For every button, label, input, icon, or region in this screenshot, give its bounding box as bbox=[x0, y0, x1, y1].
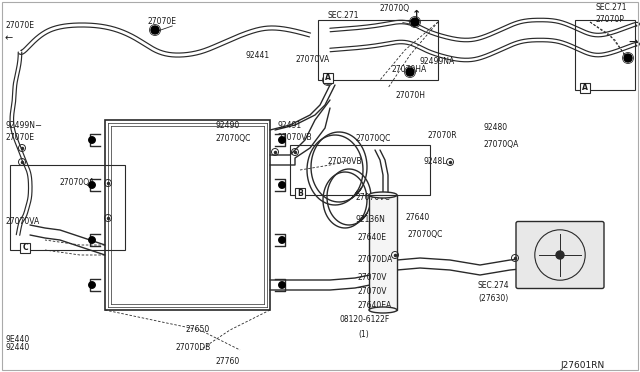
Text: ↑: ↑ bbox=[412, 10, 421, 20]
Bar bbox=[323, 73, 333, 83]
Text: J27601RN: J27601RN bbox=[560, 360, 604, 369]
Bar bbox=[575, 20, 635, 90]
Text: 92441: 92441 bbox=[245, 51, 269, 60]
Circle shape bbox=[88, 137, 95, 144]
Text: 27070HA: 27070HA bbox=[392, 65, 428, 74]
Text: ─: ─ bbox=[35, 121, 40, 129]
Text: 27070P: 27070P bbox=[595, 16, 624, 25]
Text: 27070DA: 27070DA bbox=[358, 256, 393, 264]
Text: (1): (1) bbox=[358, 330, 369, 339]
Text: 9E440: 9E440 bbox=[5, 336, 29, 344]
Circle shape bbox=[278, 282, 285, 289]
Circle shape bbox=[411, 18, 419, 26]
Text: 27070VC: 27070VC bbox=[355, 193, 390, 202]
Text: 9248L: 9248L bbox=[423, 157, 447, 167]
Text: 27070QC: 27070QC bbox=[408, 231, 444, 240]
Text: 27070VB: 27070VB bbox=[328, 157, 363, 167]
Text: 27070E: 27070E bbox=[5, 20, 34, 29]
Circle shape bbox=[88, 282, 95, 289]
Ellipse shape bbox=[369, 307, 397, 313]
Text: C: C bbox=[22, 244, 28, 253]
Bar bbox=[290, 145, 430, 195]
Text: 92490: 92490 bbox=[215, 121, 239, 129]
Circle shape bbox=[278, 237, 285, 244]
Circle shape bbox=[556, 251, 564, 259]
Text: SEC.274: SEC.274 bbox=[478, 280, 509, 289]
Circle shape bbox=[88, 182, 95, 189]
Text: 27070QC: 27070QC bbox=[215, 134, 250, 142]
Text: 08120-6122F: 08120-6122F bbox=[340, 315, 390, 324]
Text: 92499NA: 92499NA bbox=[420, 58, 455, 67]
Circle shape bbox=[151, 26, 159, 34]
Text: 27070QC: 27070QC bbox=[355, 134, 390, 142]
Text: A: A bbox=[325, 74, 331, 83]
Bar bbox=[10, 165, 125, 250]
Text: SEC.271: SEC.271 bbox=[328, 10, 360, 19]
Text: SEC.271: SEC.271 bbox=[595, 3, 627, 13]
Bar bbox=[20, 243, 30, 253]
Bar bbox=[369, 195, 397, 310]
Text: 27070QA: 27070QA bbox=[60, 179, 95, 187]
Circle shape bbox=[406, 68, 414, 76]
Text: 27070VB: 27070VB bbox=[278, 134, 312, 142]
Text: A: A bbox=[582, 83, 588, 93]
Bar bbox=[580, 83, 590, 93]
Text: 27070H: 27070H bbox=[395, 90, 425, 99]
Text: 27070V: 27070V bbox=[358, 288, 387, 296]
Circle shape bbox=[324, 76, 332, 84]
Text: B: B bbox=[297, 189, 303, 198]
Circle shape bbox=[88, 237, 95, 244]
Text: 27760: 27760 bbox=[215, 357, 239, 366]
Text: 27640EA: 27640EA bbox=[358, 301, 392, 311]
Text: →: → bbox=[628, 37, 637, 47]
Bar bbox=[105, 120, 270, 310]
Text: 92491: 92491 bbox=[278, 121, 302, 129]
Text: 27640E: 27640E bbox=[358, 234, 387, 243]
Text: (27630): (27630) bbox=[478, 294, 508, 302]
Bar bbox=[295, 188, 305, 198]
FancyBboxPatch shape bbox=[516, 221, 604, 289]
Bar bbox=[318, 20, 438, 80]
Text: 27070R: 27070R bbox=[428, 131, 458, 140]
Ellipse shape bbox=[369, 192, 397, 198]
Text: 27070E: 27070E bbox=[5, 134, 34, 142]
Text: 27640: 27640 bbox=[405, 214, 429, 222]
Text: 27070E: 27070E bbox=[148, 17, 177, 26]
Text: 27650: 27650 bbox=[185, 326, 209, 334]
Circle shape bbox=[624, 54, 632, 62]
Text: 92440: 92440 bbox=[5, 343, 29, 353]
Text: 27070DB: 27070DB bbox=[175, 343, 211, 353]
Circle shape bbox=[278, 182, 285, 189]
Text: 27070QA: 27070QA bbox=[484, 141, 520, 150]
Text: 27070VA: 27070VA bbox=[295, 55, 329, 64]
Text: ←: ← bbox=[5, 33, 13, 43]
Circle shape bbox=[278, 137, 285, 144]
Text: 92136N: 92136N bbox=[355, 215, 385, 224]
Text: 27070VA: 27070VA bbox=[5, 218, 39, 227]
Text: 92480: 92480 bbox=[484, 124, 508, 132]
Text: 27070V: 27070V bbox=[358, 273, 387, 282]
Text: 27070Q: 27070Q bbox=[380, 3, 410, 13]
Text: 92499N: 92499N bbox=[5, 121, 35, 129]
